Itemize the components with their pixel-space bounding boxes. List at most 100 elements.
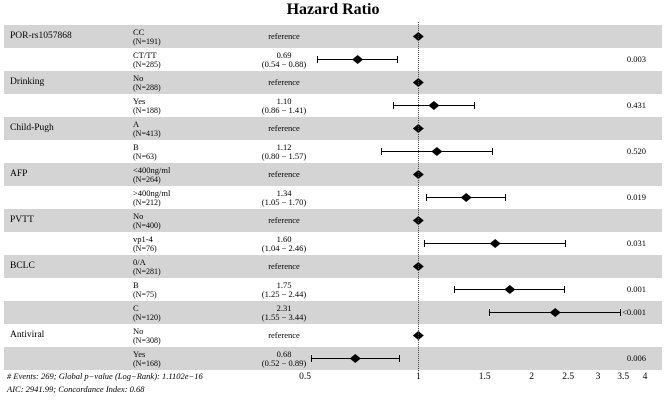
diamond-marker <box>349 354 361 363</box>
reference-line <box>418 22 420 371</box>
estimate-ci: (0.86 − 1.41) <box>261 105 307 115</box>
estimate-label: reference <box>268 77 300 87</box>
level-label: CC (N=191) <box>133 26 233 47</box>
x-axis-tick-label: 4 <box>642 372 648 382</box>
level-n: (N=191) <box>133 37 161 46</box>
level-label: B (N=63) <box>133 141 233 162</box>
error-bar-cap-left <box>310 355 312 362</box>
level-n: (N=281) <box>133 267 161 276</box>
level-label: <400ng/ml (N=264) <box>133 164 233 185</box>
level-name: No <box>133 72 144 83</box>
forest-row: C (N=120) 2.31 (1.55 − 3.44) <0.001 <box>4 301 662 324</box>
error-bar-cap-left <box>424 240 426 247</box>
error-bar-cap-right <box>396 56 398 63</box>
variable-label: Antiviral <box>10 330 45 340</box>
p-value-label: 0.031 <box>626 238 646 248</box>
level-name: Yes <box>133 95 146 106</box>
x-axis-tick-label: 3.5 <box>617 372 630 382</box>
estimate-ci: (0.54 − 0.88) <box>261 59 307 69</box>
diamond-marker <box>460 193 472 202</box>
estimate-value: 2.31 <box>276 302 292 313</box>
error-bar-cap-right <box>398 355 400 362</box>
estimate-value: 0.69 <box>276 49 292 60</box>
forest-row: Child-Pugh A (N=413) reference <box>4 117 662 140</box>
level-label: Yes (N=168) <box>133 348 233 369</box>
level-n: (N=76) <box>133 244 157 253</box>
forest-row: CT/TT (N=285) 0.69 (0.54 − 0.88) 0.003 <box>4 48 662 71</box>
x-axis-tick-label: 1 <box>415 372 421 382</box>
error-bar-cap-right <box>565 240 566 247</box>
diamond-marker <box>352 55 364 64</box>
level-label: No (N=400) <box>133 210 233 231</box>
p-value-label: 0.520 <box>626 146 646 156</box>
variable-label: POR-rs1057868 <box>10 31 72 41</box>
p-value-label: <0.001 <box>622 307 646 317</box>
level-name: B <box>133 141 139 152</box>
level-name: Yes <box>133 348 146 359</box>
level-label: vp1-4 (N=76) <box>133 233 233 254</box>
forest-row: PVTT No (N=400) reference <box>4 209 662 232</box>
level-name: A <box>133 118 140 129</box>
level-label: Yes (N=188) <box>133 95 233 116</box>
forest-row: Antiviral No (N=308) reference <box>4 324 662 347</box>
level-n: (N=212) <box>133 198 161 207</box>
error-bar-cap-left <box>425 194 427 201</box>
estimate-ci: (0.80 − 1.57) <box>261 151 307 161</box>
level-name: <400ng/ml <box>133 164 171 175</box>
forest-row: AFP <400ng/ml (N=264) reference <box>4 163 662 186</box>
variable-label: Child-Pugh <box>10 123 54 133</box>
estimate-label: reference <box>268 123 300 133</box>
level-name: vp1-4 <box>133 233 153 244</box>
level-label: No (N=308) <box>133 325 233 346</box>
estimate-label: 1.12 (0.80 − 1.57) <box>228 142 340 162</box>
level-n: (N=413) <box>133 129 161 138</box>
level-n: (N=308) <box>133 336 161 345</box>
diamond-marker <box>549 308 561 317</box>
estimate-label: 1.10 (0.86 − 1.41) <box>228 96 340 116</box>
level-name: >400ng/ml <box>133 187 171 198</box>
estimate-value: 0.68 <box>276 348 292 359</box>
level-n: (N=75) <box>133 290 157 299</box>
forest-row: BCLC 0/A (N=281) reference <box>4 255 662 278</box>
estimate-value: 1.75 <box>276 279 292 290</box>
x-axis-tick-label: 3 <box>595 372 601 382</box>
plot-title: Hazard Ratio <box>286 1 380 18</box>
error-bar-cap-right <box>474 102 475 109</box>
footnote-line-1: # Events: 269; Global p−value (Log−Rank)… <box>7 371 203 381</box>
estimate-label: 2.31 (1.55 − 3.44) <box>228 302 340 323</box>
error-bar-cap-right <box>504 194 506 201</box>
estimate-label: 1.60 (1.04 − 2.46) <box>228 233 340 254</box>
level-n: (N=188) <box>133 106 161 115</box>
level-label: A (N=413) <box>133 118 233 139</box>
level-label: B (N=75) <box>133 280 233 300</box>
x-axis-tick-label: 2.5 <box>562 372 575 382</box>
level-name: No <box>133 325 144 336</box>
level-name: 0/A <box>133 256 146 267</box>
diamond-marker <box>504 285 516 294</box>
estimate-value: 1.34 <box>276 187 292 198</box>
forest-row: vp1-4 (N=76) 1.60 (1.04 − 2.46) 0.031 <box>4 232 662 255</box>
level-name: No <box>133 210 144 221</box>
forest-row: POR-rs1057868 CC (N=191) reference <box>4 25 662 48</box>
level-label: 0/A (N=281) <box>133 256 233 277</box>
diamond-marker <box>431 147 443 156</box>
error-bar-cap-left <box>489 309 491 316</box>
level-n: (N=400) <box>133 221 161 230</box>
forest-row: >400ng/ml (N=212) 1.34 (1.05 − 1.70) 0.019 <box>4 186 662 209</box>
estimate-value: 1.60 <box>276 233 292 244</box>
level-name: CC <box>133 26 145 37</box>
estimate-label: 1.75 (1.25 − 2.44) <box>228 279 340 300</box>
forest-row: Yes (N=188) 1.10 (0.86 − 1.41) 0.431 <box>4 94 662 117</box>
estimate-label: 0.69 (0.54 − 0.88) <box>228 49 340 70</box>
p-value-label: 0.019 <box>626 192 646 202</box>
p-value-label: 0.431 <box>626 100 646 110</box>
diamond-marker <box>428 101 440 110</box>
error-bar-cap-right <box>619 309 621 316</box>
estimate-ci: (1.05 − 1.70) <box>261 197 307 207</box>
error-bar-cap-left <box>381 148 383 155</box>
error-bar-cap-right <box>491 148 493 155</box>
estimate-label: reference <box>268 330 300 340</box>
footnote-line-2: AIC: 2941.99; Concordance Index: 0.68 <box>7 384 145 394</box>
